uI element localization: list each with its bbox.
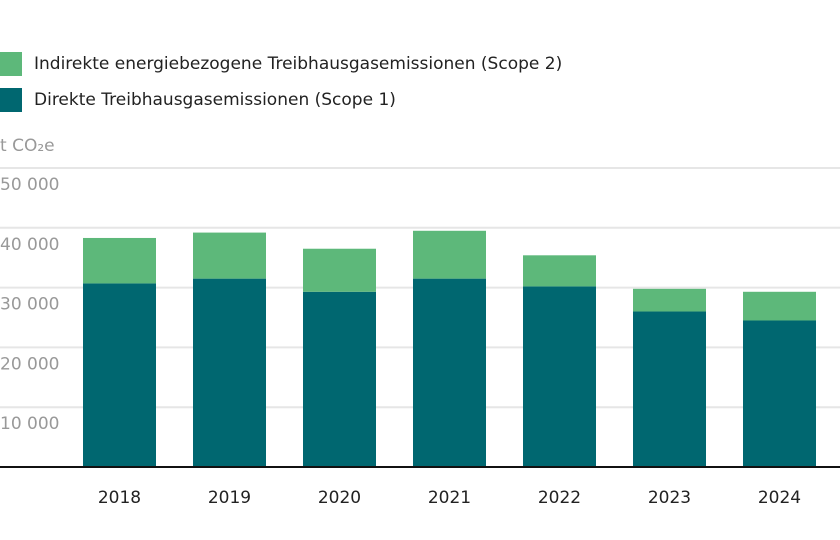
y-tick-label: 50 000 — [0, 175, 59, 195]
bar-2019-scope1 — [193, 278, 266, 467]
bar-2019-scope2 — [193, 232, 266, 279]
bar-2022-scope1 — [523, 286, 596, 467]
legend-label-scope1: Direkte Treibhausgasemissionen (Scope 1) — [34, 90, 396, 110]
y-tick-label: 40 000 — [0, 235, 59, 255]
bar-2018-scope1 — [83, 283, 156, 467]
x-tick-label: 2019 — [208, 488, 251, 508]
x-tick-label: 2020 — [318, 488, 361, 508]
bar-2023-scope2 — [633, 288, 706, 312]
legend-label-scope2: Indirekte energiebezogene Treibhausgasem… — [34, 54, 563, 74]
legend: Indirekte energiebezogene Treibhausgasem… — [0, 46, 562, 118]
x-tick-label: 2018 — [98, 488, 141, 508]
bar-2024-scope1 — [743, 320, 816, 467]
bar-2024-scope2 — [743, 291, 816, 321]
bar-2023-scope1 — [633, 311, 706, 467]
legend-swatch-scope2 — [0, 52, 22, 76]
bar-2022-scope2 — [523, 255, 596, 287]
x-tick-label: 2024 — [758, 488, 801, 508]
bar-2020-scope2 — [303, 248, 376, 292]
bar-2021-scope2 — [413, 230, 486, 279]
legend-item-scope2: Indirekte energiebezogene Treibhausgasem… — [0, 46, 562, 82]
x-tick-label: 2021 — [428, 488, 471, 508]
x-tick-label: 2023 — [648, 488, 691, 508]
bar-2020-scope1 — [303, 291, 376, 467]
legend-item-scope1: Direkte Treibhausgasemissionen (Scope 1) — [0, 82, 562, 118]
y-axis-unit-label: t CO₂e — [0, 136, 55, 156]
bar-2018-scope2 — [83, 237, 156, 284]
legend-swatch-scope1 — [0, 88, 22, 112]
x-tick-label: 2022 — [538, 488, 581, 508]
y-tick-label: 30 000 — [0, 295, 59, 315]
bar-2021-scope1 — [413, 278, 486, 467]
y-tick-label: 10 000 — [0, 414, 59, 434]
y-tick-label: 20 000 — [0, 354, 59, 374]
